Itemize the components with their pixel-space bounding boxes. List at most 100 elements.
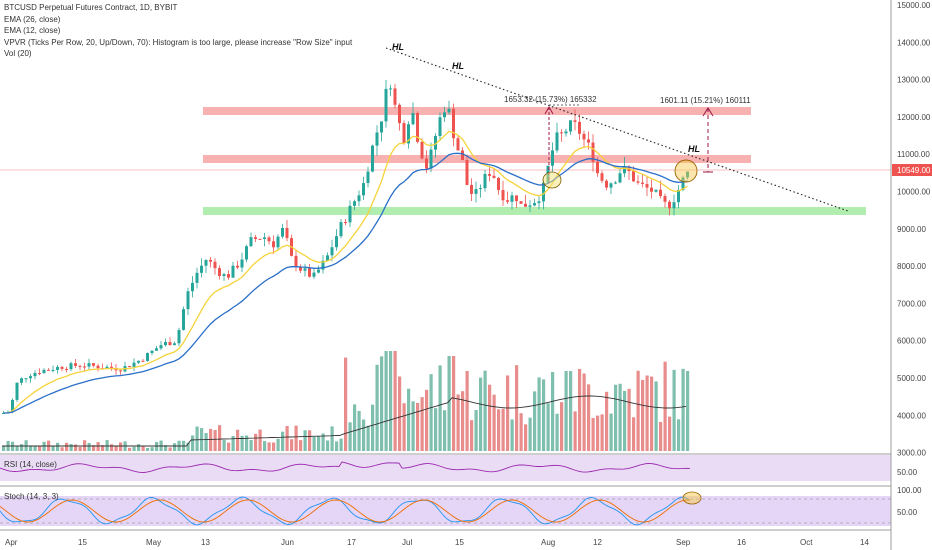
candle-body: [375, 132, 379, 146]
candle-body: [407, 124, 410, 144]
candle-body: [416, 113, 419, 142]
volume-bar: [542, 379, 546, 451]
candle-body: [623, 166, 626, 174]
candle-body: [38, 373, 41, 375]
x-tick-label: 14: [860, 538, 869, 547]
candles: [2, 79, 689, 415]
volume-bar: [546, 403, 550, 451]
x-axis: Apr 15 May 13 Jun 17 Jul 15 Aug 12 Sep 16 Oct 14: [5, 538, 869, 547]
candle-body: [191, 282, 194, 292]
candle-body: [173, 343, 176, 346]
volume-bar: [371, 404, 375, 451]
candle-body: [186, 291, 190, 310]
candle-body: [177, 329, 181, 344]
candle-body: [668, 201, 671, 209]
x-tick-label: 15: [78, 538, 87, 547]
volume-bar: [429, 374, 433, 451]
stoch-d-line: [0, 499, 691, 523]
volume-bar: [69, 444, 73, 451]
volume-bar: [308, 430, 312, 451]
volume-bar: [506, 375, 510, 451]
volume-bar: [344, 357, 348, 451]
volume-bar: [524, 424, 528, 451]
volume-bar: [87, 442, 91, 451]
y-tick-label: 9000.00: [897, 225, 926, 234]
y-axis: 15000.00 14000.00 13000.00 12000.00 11000.00…: [897, 1, 931, 458]
candle-body: [56, 366, 59, 370]
candle-body: [686, 171, 689, 178]
candle-body: [150, 350, 154, 354]
volume-bar: [272, 442, 276, 451]
volume-bar: [623, 390, 627, 451]
volume-bar: [681, 368, 685, 451]
volume-bar: [645, 375, 649, 451]
volume-bar: [627, 388, 631, 451]
volume-bar: [137, 444, 141, 451]
volume-bar: [222, 439, 226, 451]
volume-bar: [641, 379, 645, 451]
volume-bar: [605, 391, 609, 451]
y-tick-label: 15000.00: [897, 1, 931, 10]
candle-body: [537, 201, 541, 204]
volume-bar: [254, 433, 258, 451]
volume-bar: [132, 446, 136, 451]
candle-body: [303, 268, 307, 271]
volume-bar: [483, 370, 487, 451]
volume-bar: [213, 430, 217, 451]
volume-bar: [231, 435, 235, 451]
candle-body: [51, 369, 55, 371]
ema12-line: [3, 130, 688, 414]
volume-bar: [299, 440, 303, 451]
candle-body: [470, 184, 473, 194]
candle-body: [501, 190, 505, 201]
x-tick-label: 13: [201, 538, 210, 547]
candle-body: [110, 366, 113, 369]
volume-bar: [564, 371, 568, 451]
x-tick-label: Jul: [402, 538, 412, 547]
candle-body: [371, 145, 374, 172]
volume-bar: [632, 417, 636, 451]
candle-body: [479, 188, 482, 190]
volume-bar: [119, 442, 123, 451]
hl-label-3: HL: [688, 144, 700, 154]
y-tick-label: 5000.00: [897, 374, 926, 383]
candle-body: [42, 369, 46, 374]
candle-body: [429, 149, 433, 169]
candle-body: [231, 265, 235, 278]
volume-bar: [33, 445, 37, 451]
volume-bar: [249, 440, 253, 451]
candle-body: [434, 136, 437, 150]
candle-body: [515, 195, 518, 202]
candle-body: [78, 365, 82, 367]
candle-body: [281, 227, 284, 237]
candle-body: [618, 173, 622, 183]
volume-bar: [65, 442, 69, 451]
volume-bar: [186, 442, 190, 451]
volume-bar: [60, 447, 64, 451]
volume-bars: [2, 351, 690, 451]
candle-body: [137, 360, 140, 363]
candle-body: [461, 150, 464, 161]
candle-body: [29, 376, 32, 379]
volume-bar: [303, 430, 307, 451]
volume-bar: [591, 417, 595, 451]
volume-bar: [578, 368, 582, 451]
candle-body: [452, 108, 455, 139]
candle-body: [155, 348, 158, 351]
candle-body: [609, 183, 613, 188]
candle-body: [402, 123, 406, 144]
volume-bar: [551, 372, 555, 451]
volume-bar: [353, 404, 357, 451]
volume-bar: [375, 364, 379, 451]
volume-bar: [105, 440, 109, 451]
candle-body: [213, 261, 217, 269]
volume-bar: [326, 440, 330, 451]
candle-body: [263, 237, 266, 240]
candle-body: [474, 189, 478, 194]
candle-body: [69, 363, 73, 370]
candle-body: [83, 366, 86, 368]
volume-bar: [384, 351, 388, 451]
candle-body: [353, 201, 356, 206]
candle-body: [24, 378, 28, 380]
